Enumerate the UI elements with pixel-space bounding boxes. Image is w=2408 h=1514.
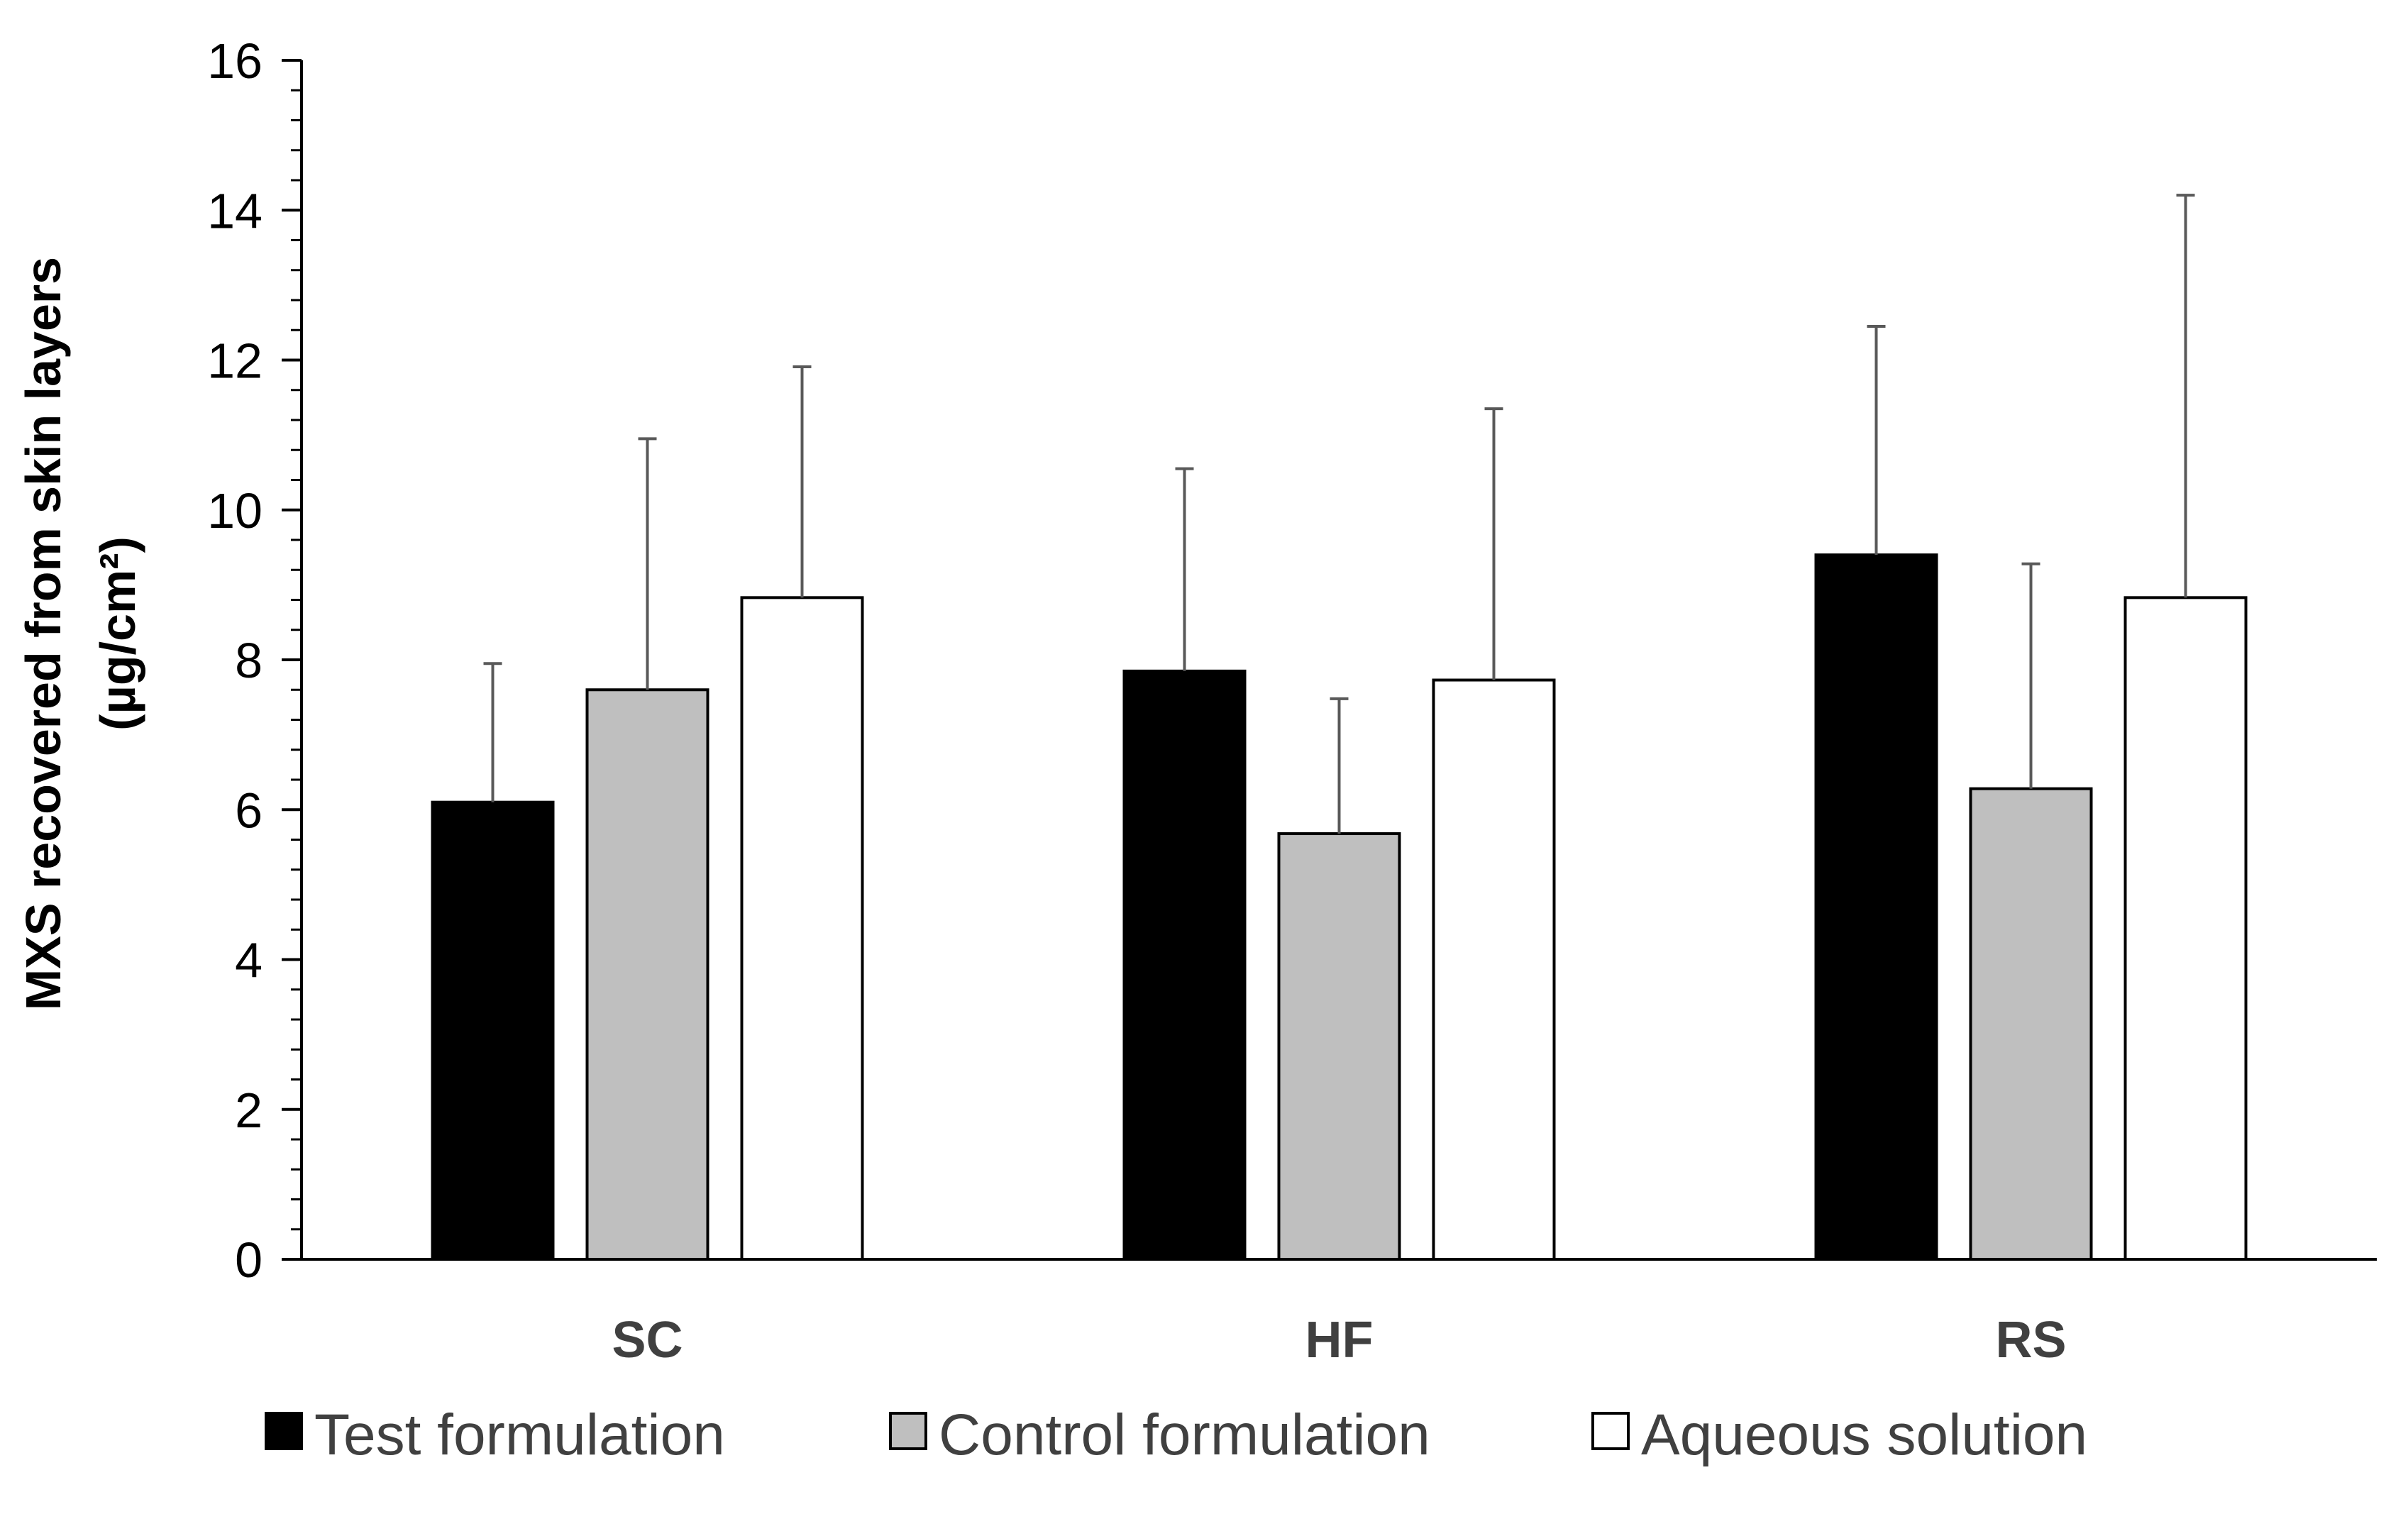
x-category-label: HF (1305, 1312, 1374, 1369)
y-axis-title-group: MXS recovered from skin layers (µg/cm²) (16, 257, 145, 1010)
y-axis: 0 2 4 6 8 10 12 14 16 (207, 33, 303, 1288)
x-category-label: SC (612, 1312, 683, 1369)
legend-label: Control formulation (939, 1403, 1430, 1467)
bar-rs-test-formulation (1814, 553, 1938, 1261)
x-category-label: RS (1995, 1312, 2066, 1369)
bar-hf-aqueous-solution (1432, 678, 1556, 1261)
y-tick-label: 12 (207, 333, 263, 389)
bar-rs-aqueous-solution (2123, 596, 2248, 1261)
bar-hf-control-formulation (1277, 832, 1401, 1261)
y-tick-label: 0 (235, 1232, 263, 1288)
legend-label: Aqueous solution (1641, 1403, 2087, 1467)
bar-hf-test-formulation (1122, 669, 1247, 1261)
bar-sc-aqueous-solution (740, 596, 864, 1261)
y-tick-label: 10 (207, 483, 263, 538)
y-axis-title-line2: (µg/cm²) (90, 536, 145, 731)
error-bars-group (483, 194, 2195, 834)
y-tick-label: 4 (235, 933, 263, 988)
bars-group (431, 553, 2248, 1261)
legend: Test formulation Control formulation Aqueo… (265, 1403, 2087, 1467)
legend-label: Test formulation (314, 1403, 725, 1467)
y-tick-label: 14 (207, 183, 263, 238)
bar-rs-control-formulation (1969, 787, 2093, 1261)
y-tick-label: 16 (207, 33, 263, 89)
bar-sc-test-formulation (431, 800, 555, 1261)
y-tick-label: 8 (235, 633, 263, 688)
y-axis-title-line1: MXS recovered from skin layers (16, 257, 71, 1010)
x-axis: SC HF RS (302, 1258, 2377, 1369)
legend-swatch (1591, 1412, 1630, 1450)
legend-swatch (265, 1412, 303, 1450)
bar-sc-control-formulation (585, 688, 709, 1261)
y-tick-label: 6 (235, 783, 263, 838)
y-tick-label: 2 (235, 1083, 263, 1138)
legend-swatch (889, 1412, 927, 1450)
